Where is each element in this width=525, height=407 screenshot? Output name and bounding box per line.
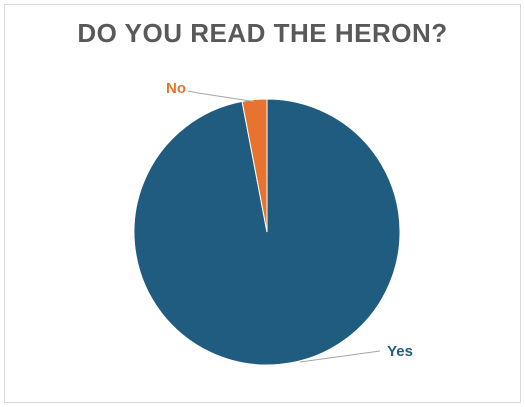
pie-slice-no	[241, 98, 268, 233]
data-label-yes: Yes	[387, 343, 413, 360]
data-label-no: No	[166, 80, 186, 97]
chart-title: DO YOU READ THE HERON?	[77, 18, 448, 48]
leader-line-yes	[299, 350, 381, 363]
leader-line-no	[187, 90, 255, 103]
